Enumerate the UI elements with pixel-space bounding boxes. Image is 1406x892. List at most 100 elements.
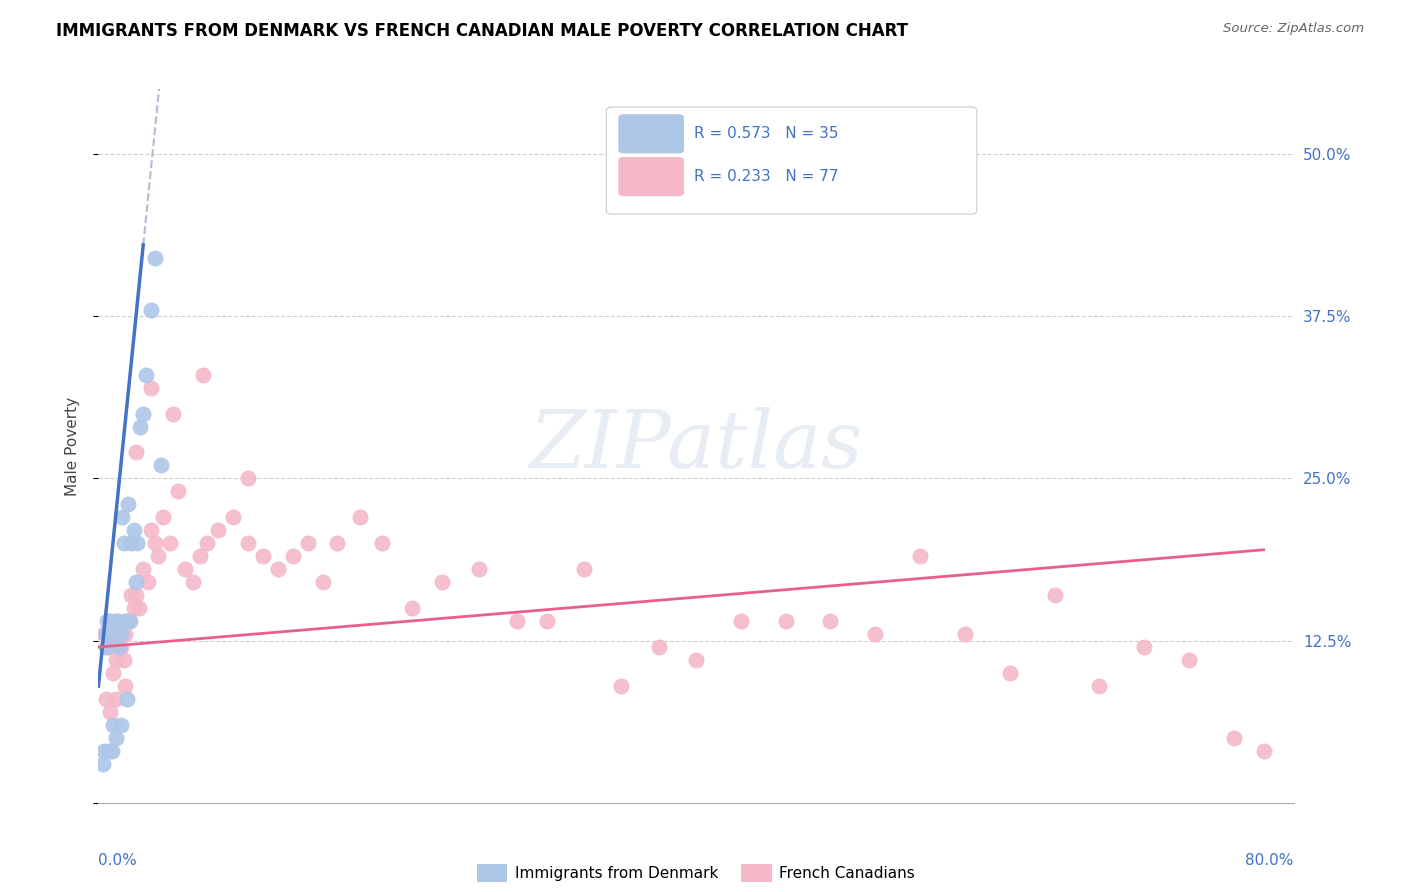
- Point: [953, 627, 976, 641]
- Point: [174, 562, 197, 576]
- Point: [125, 445, 148, 459]
- Point: [114, 679, 136, 693]
- Point: [100, 627, 122, 641]
- Point: [139, 302, 162, 317]
- Y-axis label: Male Poverty: Male Poverty: [65, 396, 80, 496]
- Text: ZIPatlas: ZIPatlas: [529, 408, 863, 484]
- Point: [610, 679, 633, 693]
- Point: [97, 614, 120, 628]
- Point: [124, 524, 146, 538]
- Text: R = 0.233   N = 77: R = 0.233 N = 77: [693, 169, 838, 184]
- FancyBboxPatch shape: [619, 114, 685, 153]
- Point: [401, 601, 423, 615]
- Point: [1133, 640, 1156, 654]
- Point: [111, 627, 134, 641]
- Point: [100, 640, 122, 654]
- Text: Source: ZipAtlas.com: Source: ZipAtlas.com: [1223, 22, 1364, 36]
- Point: [236, 536, 259, 550]
- Point: [162, 407, 184, 421]
- Point: [125, 575, 148, 590]
- Text: R = 0.573   N = 35: R = 0.573 N = 35: [693, 126, 838, 141]
- Point: [820, 614, 842, 628]
- Point: [143, 251, 166, 265]
- Point: [105, 653, 128, 667]
- Point: [191, 368, 214, 382]
- Point: [111, 510, 134, 524]
- Point: [103, 666, 125, 681]
- Point: [132, 562, 155, 576]
- Point: [105, 627, 128, 641]
- Point: [117, 614, 139, 628]
- Point: [115, 692, 138, 706]
- Point: [108, 640, 131, 654]
- Point: [94, 692, 117, 706]
- Point: [998, 666, 1021, 681]
- Point: [188, 549, 211, 564]
- Point: [1088, 679, 1111, 693]
- Legend: Immigrants from Denmark, French Canadians: Immigrants from Denmark, French Canadian…: [471, 858, 921, 888]
- Point: [1223, 731, 1246, 745]
- Point: [97, 614, 120, 628]
- Point: [136, 575, 159, 590]
- Point: [166, 484, 188, 499]
- Point: [107, 640, 129, 654]
- Point: [139, 381, 162, 395]
- Point: [349, 510, 371, 524]
- Point: [129, 419, 152, 434]
- Point: [281, 549, 304, 564]
- Point: [311, 575, 333, 590]
- Point: [536, 614, 558, 628]
- FancyBboxPatch shape: [606, 107, 977, 214]
- Point: [572, 562, 595, 576]
- Point: [114, 627, 136, 641]
- Point: [107, 614, 129, 628]
- Point: [730, 614, 752, 628]
- Point: [430, 575, 453, 590]
- Point: [118, 614, 141, 628]
- Point: [112, 536, 135, 550]
- Point: [1178, 653, 1201, 667]
- Point: [115, 614, 138, 628]
- Point: [108, 640, 131, 654]
- Point: [101, 640, 124, 654]
- Point: [93, 744, 115, 758]
- Point: [128, 601, 150, 615]
- Point: [100, 627, 122, 641]
- Point: [105, 731, 128, 745]
- Point: [93, 627, 115, 641]
- Point: [236, 471, 259, 485]
- Point: [1253, 744, 1275, 758]
- Point: [197, 536, 219, 550]
- Point: [94, 640, 117, 654]
- Point: [143, 536, 166, 550]
- Point: [150, 458, 173, 473]
- Point: [865, 627, 887, 641]
- Point: [96, 640, 118, 654]
- FancyBboxPatch shape: [619, 157, 685, 196]
- Point: [207, 524, 229, 538]
- Point: [103, 627, 125, 641]
- Point: [148, 549, 170, 564]
- Point: [685, 653, 707, 667]
- Point: [124, 601, 146, 615]
- Point: [110, 718, 132, 732]
- Point: [1043, 588, 1066, 602]
- Point: [222, 510, 245, 524]
- Point: [103, 627, 125, 641]
- Point: [297, 536, 319, 550]
- Point: [97, 744, 120, 758]
- Point: [114, 614, 136, 628]
- Point: [112, 653, 135, 667]
- Point: [181, 575, 204, 590]
- Point: [120, 536, 142, 550]
- Point: [100, 705, 122, 719]
- Point: [135, 368, 157, 382]
- Point: [104, 614, 127, 628]
- Text: IMMIGRANTS FROM DENMARK VS FRENCH CANADIAN MALE POVERTY CORRELATION CHART: IMMIGRANTS FROM DENMARK VS FRENCH CANADI…: [56, 22, 908, 40]
- Point: [908, 549, 931, 564]
- Point: [647, 640, 669, 654]
- Point: [127, 536, 149, 550]
- Point: [371, 536, 394, 550]
- Text: 80.0%: 80.0%: [1246, 853, 1294, 868]
- Point: [104, 627, 127, 641]
